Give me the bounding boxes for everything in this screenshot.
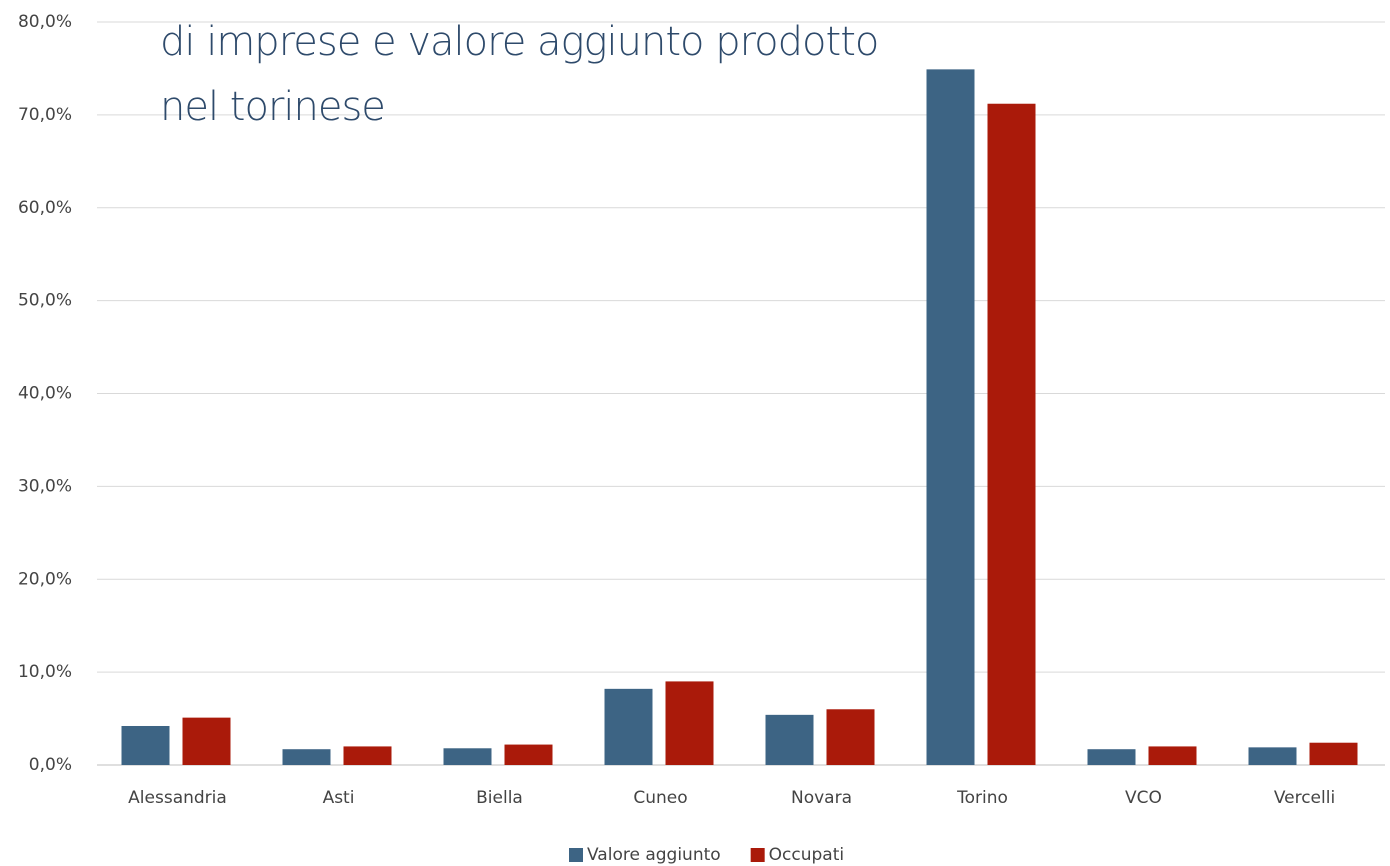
bar bbox=[1148, 746, 1197, 765]
bar bbox=[1309, 742, 1358, 765]
legend-label: Valore aggiunto bbox=[587, 845, 721, 865]
x-tick-label: Vercelli bbox=[1274, 788, 1335, 808]
y-tick-label: 20,0% bbox=[18, 569, 72, 589]
y-tick-label: 30,0% bbox=[18, 476, 72, 496]
bar bbox=[182, 717, 231, 765]
bar bbox=[604, 688, 653, 765]
x-tick-label: Novara bbox=[791, 788, 852, 808]
bar bbox=[443, 748, 492, 765]
x-tick-label: Asti bbox=[323, 788, 355, 808]
bar bbox=[826, 709, 875, 765]
bar bbox=[1248, 747, 1297, 765]
y-tick-label: 80,0% bbox=[18, 12, 72, 32]
y-tick-label: 70,0% bbox=[18, 105, 72, 125]
bar bbox=[121, 725, 170, 765]
legend-label: Occupati bbox=[769, 845, 844, 865]
x-tick-label: Torino bbox=[956, 788, 1008, 808]
legend-swatch bbox=[750, 848, 765, 862]
y-tick-label: 50,0% bbox=[18, 291, 72, 311]
x-tick-label: VCO bbox=[1125, 788, 1162, 808]
bar bbox=[1087, 749, 1136, 765]
y-tick-label: 40,0% bbox=[18, 384, 72, 404]
bar bbox=[504, 744, 553, 765]
x-tick-label: Biella bbox=[476, 788, 523, 808]
bar bbox=[765, 714, 814, 765]
bar bbox=[665, 681, 714, 765]
bar bbox=[343, 746, 392, 765]
chart-title: nel torinese bbox=[160, 84, 385, 130]
y-tick-label: 60,0% bbox=[18, 198, 72, 218]
chart-title: di imprese e valore aggiunto prodotto bbox=[160, 19, 878, 65]
bar bbox=[926, 69, 975, 765]
y-tick-label: 10,0% bbox=[18, 662, 72, 682]
bar bbox=[987, 103, 1036, 766]
legend-swatch bbox=[569, 848, 583, 862]
bar bbox=[282, 749, 331, 765]
x-tick-label: Cuneo bbox=[633, 788, 687, 808]
x-tick-label: Alessandria bbox=[128, 788, 227, 808]
y-tick-label: 0,0% bbox=[29, 755, 72, 775]
